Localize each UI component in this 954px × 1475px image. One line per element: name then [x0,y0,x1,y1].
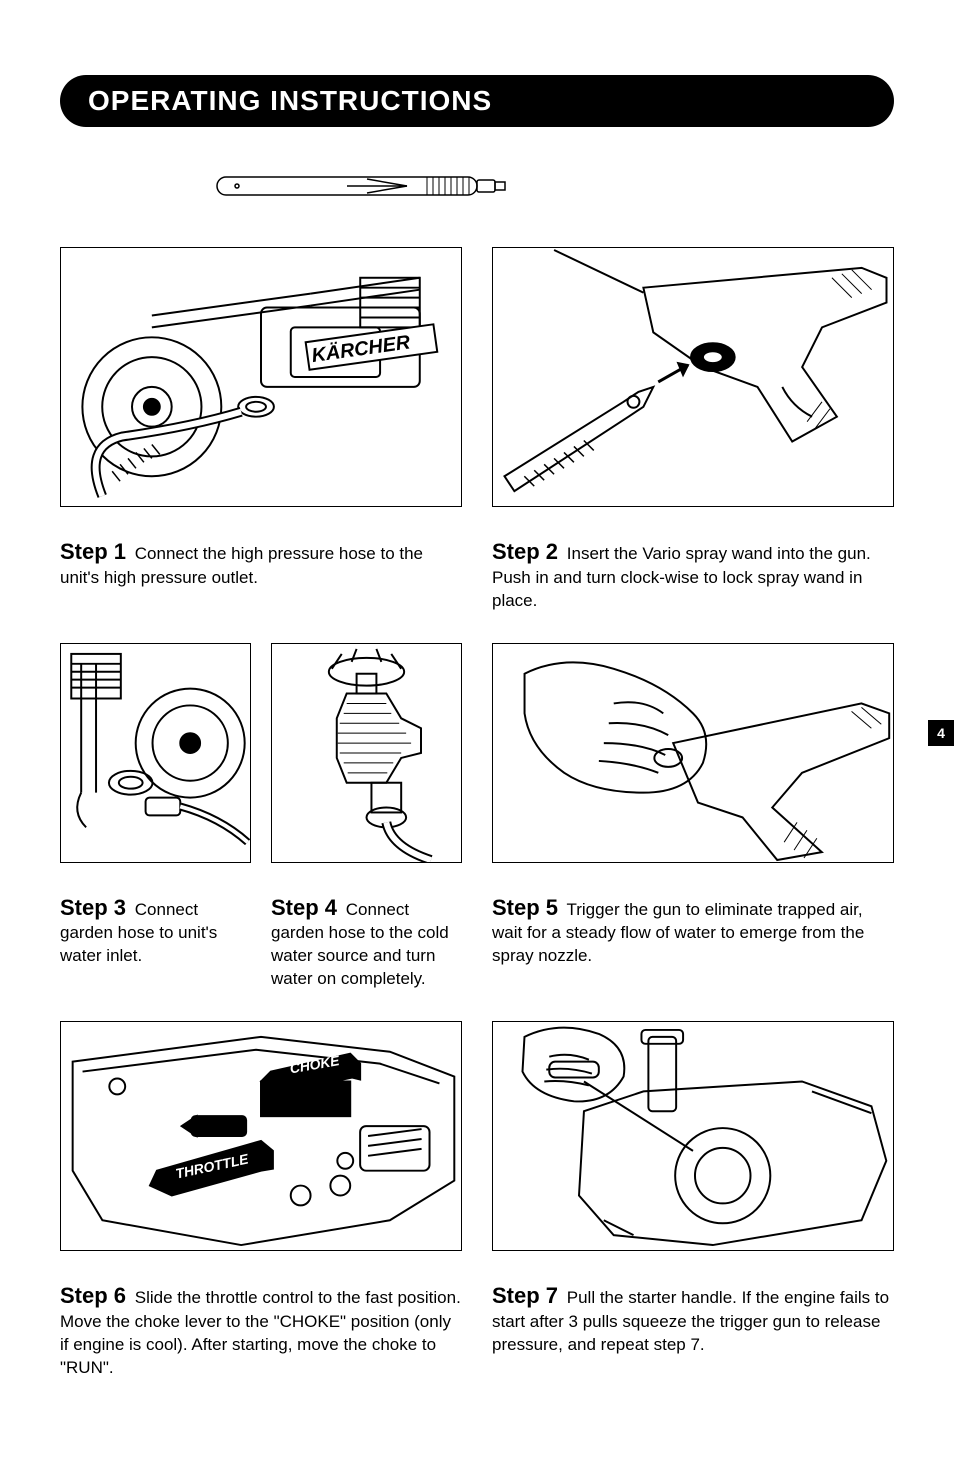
step-5-caption: Step 5 Trigger the gun to eliminate trap… [492,893,894,992]
step-6-caption: Step 6 Slide the throttle control to the… [60,1281,462,1380]
step-2-caption: Step 2 Insert the Vario spray wand into … [492,537,894,613]
step-1-illustration: KÄRCHER [60,247,462,507]
step-5-illustration [492,643,894,863]
step-5-label: Step 5 [492,895,558,920]
step-6-illustration: CHOKE THROTTLE [60,1021,462,1251]
step-7-illustration [492,1021,894,1251]
step-3-label: Step 3 [60,895,126,920]
step-2-label: Step 2 [492,539,558,564]
section-header: OPERATING INSTRUCTIONS [60,75,894,127]
step-1-label: Step 1 [60,539,126,564]
step-4-illustration [271,643,462,863]
step-2-illustration [492,247,894,507]
step-4-caption: Step 4 Connect garden hose to the cold w… [271,893,462,992]
step-7-label: Step 7 [492,1283,558,1308]
step-3-caption: Step 3 Connect garden hose to unit's wat… [60,893,251,992]
step-1-caption: Step 1 Connect the high pressure hose to… [60,537,462,613]
wand-illustration [60,157,894,217]
step-4-label: Step 4 [271,895,337,920]
page-number-tab: 4 [928,720,954,746]
step-3-4-row [60,643,462,863]
step-7-caption: Step 7 Pull the starter handle. If the e… [492,1281,894,1380]
step-3-illustration [60,643,251,863]
step-3-4-captions: Step 3 Connect garden hose to unit's wat… [60,893,462,992]
step-6-label: Step 6 [60,1283,126,1308]
instruction-grid: KÄRCHER [60,157,894,1380]
